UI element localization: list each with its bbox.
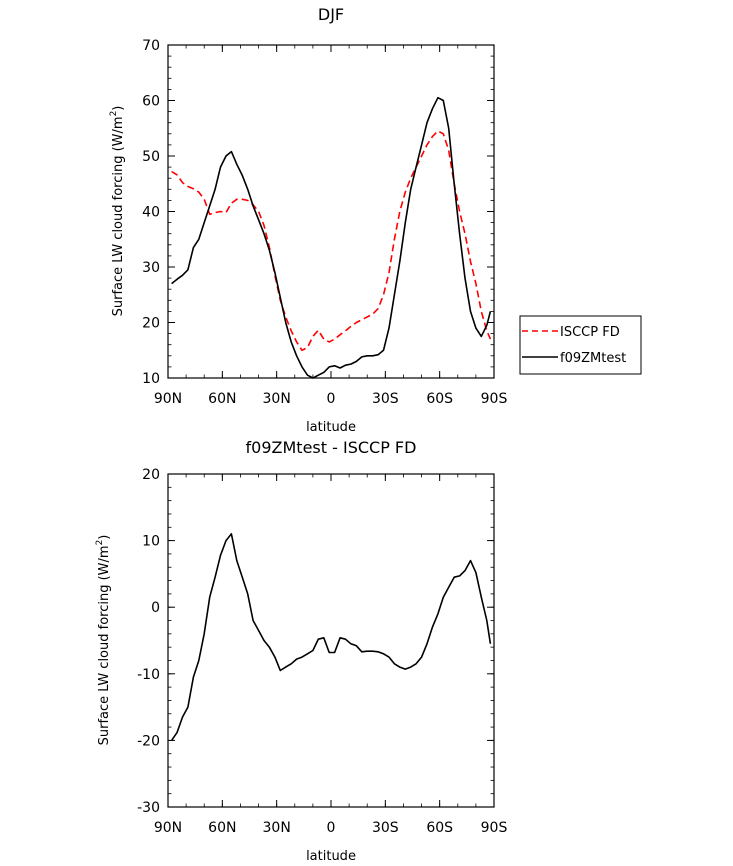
- panel1-series-line-isccp-fd: [171, 130, 492, 352]
- bottom-y-axis-label-main: Surface LW cloud forcing (W/m: [97, 545, 112, 745]
- bottom-panel-title: f09ZMtest - ISCCP FD: [246, 438, 417, 457]
- panel2-xtick-label: 30N: [263, 820, 291, 836]
- panel2-ytick-label: 20: [142, 467, 160, 483]
- panel1-xtick-label: 60S: [426, 391, 453, 407]
- top-y-axis-label-sup: 2: [109, 111, 119, 117]
- panel2-xtick-label: 90S: [481, 820, 508, 836]
- panel1-xtick-label: 90S: [481, 391, 508, 407]
- panel1-ytick-label: 40: [142, 205, 160, 221]
- panel2-xtick-label: 90N: [154, 820, 182, 836]
- panel2-ytick-label: 10: [142, 534, 160, 550]
- panel2-ytick-label: -30: [137, 800, 160, 816]
- panel2-ytick-label: -10: [137, 667, 160, 683]
- top-y-axis-label-end: ): [111, 106, 126, 111]
- panel1-ytick-label: 60: [142, 94, 160, 110]
- bottom-plot-frame: [167, 473, 495, 808]
- panel1-xtick-label: 90N: [154, 391, 182, 407]
- top-panel: DJF 10 20 30 40 50 60 70 90N 60N 30N 0 30S 60S 90S la…: [109, 5, 642, 435]
- bottom-y-axis-label: Surface LW cloud forcing (W/m2): [95, 535, 112, 746]
- panel1-ytick-label: 10: [142, 371, 160, 387]
- top-y-axis-label-main: Surface LW cloud forcing (W/m: [111, 116, 126, 316]
- panel1-xtick-label: 30S: [372, 391, 399, 407]
- top-y-axis-label: Surface LW cloud forcing (W/m2): [109, 106, 126, 317]
- top-series-layer: [171, 96, 492, 379]
- panel1-ytick-label: 20: [142, 316, 160, 332]
- legend-label-isccp: ISCCP FD: [560, 325, 620, 340]
- panel2-xtick-label: 0: [327, 820, 336, 836]
- panel1-xtick-label: 0: [327, 391, 336, 407]
- panel2-ytick-label: 0: [151, 600, 160, 616]
- panel1-xtick-label: 30N: [263, 391, 291, 407]
- panel1-xtick-label: 60N: [208, 391, 236, 407]
- top-axis-ticks: 10 20 30 40 50 60 70 90N 60N 30N 0 30S 60S 90S: [142, 38, 507, 407]
- bottom-series-layer: [170, 533, 492, 741]
- panel2-xtick-label: 60N: [208, 820, 236, 836]
- top-x-axis-label: latitude: [306, 420, 356, 435]
- panel1-ytick-label: 30: [142, 260, 160, 276]
- bottom-y-axis-label-sup: 2: [95, 540, 105, 546]
- top-panel-title: DJF: [318, 5, 344, 24]
- panel1-series-line-f09zmtest: [171, 96, 492, 379]
- panel2-series-line-difference: [170, 533, 492, 741]
- panel1-ytick-label: 50: [142, 149, 160, 165]
- bottom-axis-ticks: -30 -20 -10 0 10 20 90N 60N 30N 0 30S 60S 90S: [137, 467, 507, 836]
- legend-box: [519, 315, 642, 375]
- bottom-y-axis-label-end: ): [97, 535, 112, 540]
- panel2-xtick-label: 30S: [372, 820, 399, 836]
- panel1-ytick-label: 70: [142, 38, 160, 54]
- legend: ISCCP FD f09ZMtest: [519, 315, 642, 375]
- panel2-ytick-label: -20: [137, 733, 160, 749]
- bottom-x-axis-label: latitude: [306, 849, 356, 864]
- legend-label-f09zmtest: f09ZMtest: [560, 351, 626, 366]
- panel2-xtick-label: 60S: [426, 820, 453, 836]
